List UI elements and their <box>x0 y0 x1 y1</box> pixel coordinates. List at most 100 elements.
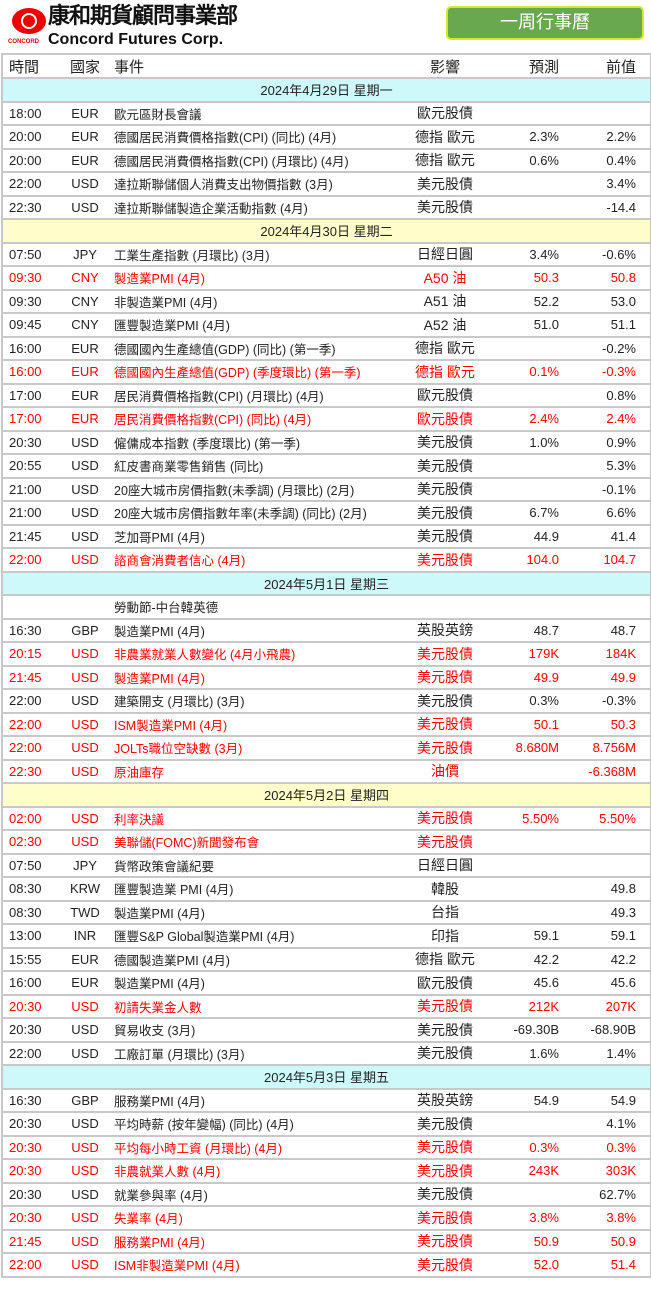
event-previous: -68.90B <box>573 1018 651 1043</box>
event-country: USD <box>60 1112 110 1137</box>
event-forecast: 48.7 <box>495 618 573 643</box>
col-header-previous: 前值 <box>573 54 651 79</box>
event-row: 02:00 USD 利率決議 美元股債 5.50% 5.50% <box>2 806 651 831</box>
event-row: 20:30 USD 平均時薪 (按年變幅) (同比) (4月) 美元股債 4.1% <box>2 1112 651 1137</box>
event-country: GBP <box>60 618 110 643</box>
event-previous: 0.9% <box>573 430 651 455</box>
event-country: EUR <box>60 148 110 173</box>
event-forecast <box>495 1112 573 1137</box>
event-country: EUR <box>60 125 110 150</box>
event-previous: -0.1% <box>573 477 651 502</box>
event-row: 22:30 USD 原油庫存 油價 -6.368M <box>2 759 651 784</box>
event-forecast: 212K <box>495 994 573 1019</box>
event-previous: 207K <box>573 994 651 1019</box>
event-previous: 0.4% <box>573 148 651 173</box>
event-impact: 日經日圓 <box>395 853 495 878</box>
event-row: 18:00 EUR 歐元區財長會議 歐元股債 <box>2 101 651 126</box>
event-country: USD <box>60 1206 110 1231</box>
event-forecast <box>495 853 573 878</box>
event-previous: -0.3% <box>573 360 651 385</box>
event-time: 20:00 <box>2 148 60 173</box>
event-previous: 4.1% <box>573 1112 651 1137</box>
event-forecast: 51.0 <box>495 313 573 338</box>
event-time: 21:00 <box>2 477 60 502</box>
event-event: 美聯儲(FOMC)新聞發布會 <box>110 830 395 855</box>
event-forecast: 50.9 <box>495 1229 573 1254</box>
event-row: 15:55 EUR 德國製造業PMI (4月) 德指 歐元 42.2 42.2 <box>2 947 651 972</box>
event-previous: 2.4% <box>573 407 651 432</box>
event-row: 16:00 EUR 德國國內生產總值(GDP) (季度環比) (第一季) 德指 歐元 0… <box>2 360 651 385</box>
event-row: 08:30 TWD 製造業PMI (4月) 台指 49.3 <box>2 900 651 925</box>
event-event: 服務業PMI (4月) <box>110 1088 395 1113</box>
event-country: USD <box>60 430 110 455</box>
event-previous: 50.8 <box>573 266 651 291</box>
event-forecast: 8.680M <box>495 736 573 761</box>
event-row: 22:00 USD 工廠訂單 (月環比) (3月) 美元股債 1.6% 1.4% <box>2 1041 651 1066</box>
event-impact: 英股英鎊 <box>395 1088 495 1113</box>
event-event: 工業生產指數 (月環比) (3月) <box>110 242 395 267</box>
event-time: 22:00 <box>2 1253 60 1278</box>
event-time: 15:55 <box>2 947 60 972</box>
event-forecast: 3.8% <box>495 1206 573 1231</box>
event-forecast: 50.3 <box>495 266 573 291</box>
event-row: 13:00 INR 匯豐S&P Global製造業PMI (4月) 印指 59.1 59.… <box>2 924 651 949</box>
event-impact: 印指 <box>395 924 495 949</box>
event-time: 21:45 <box>2 1229 60 1254</box>
event-time: 09:30 <box>2 289 60 314</box>
event-impact: 韓股 <box>395 877 495 902</box>
event-impact: 日經日圓 <box>395 242 495 267</box>
event-time: 09:45 <box>2 313 60 338</box>
event-country: USD <box>60 454 110 479</box>
event-row: 22:00 USD 諮商會消費者信心 (4月) 美元股債 104.0 104.7 <box>2 548 651 573</box>
event-forecast: 42.2 <box>495 947 573 972</box>
event-time: 16:00 <box>2 971 60 996</box>
event-row: 21:45 USD 製造業PMI (4月) 美元股債 49.9 49.9 <box>2 665 651 690</box>
event-time: 20:30 <box>2 1206 60 1231</box>
event-previous: 49.9 <box>573 665 651 690</box>
event-previous: 41.4 <box>573 524 651 549</box>
event-row: 16:30 GBP 製造業PMI (4月) 英股英鎊 48.7 48.7 <box>2 618 651 643</box>
event-event: 僱傭成本指數 (季度環比) (第一季) <box>110 430 395 455</box>
event-event: ISM製造業PMI (4月) <box>110 712 395 737</box>
event-time <box>2 595 60 620</box>
event-impact: 美元股債 <box>395 1018 495 1043</box>
event-previous: 8.756M <box>573 736 651 761</box>
event-time: 07:50 <box>2 242 60 267</box>
event-country: GBP <box>60 1088 110 1113</box>
event-country: INR <box>60 924 110 949</box>
event-forecast <box>495 477 573 502</box>
event-forecast <box>495 101 573 126</box>
event-event: 製造業PMI (4月) <box>110 900 395 925</box>
event-impact: 美元股債 <box>395 1182 495 1207</box>
event-row: 09:30 CNY 製造業PMI (4月) A50 油 50.3 50.8 <box>2 266 651 291</box>
col-header-event: 事件 <box>110 54 395 79</box>
event-row: 22:00 USD ISM製造業PMI (4月) 美元股債 50.1 50.3 <box>2 712 651 737</box>
event-forecast: 49.9 <box>495 665 573 690</box>
event-forecast <box>495 172 573 197</box>
header: CONCORD 康和期貨顧問事業部 Concord Futures Corp. … <box>0 0 651 52</box>
event-impact: 美元股債 <box>395 501 495 526</box>
event-row: 21:00 USD 20座大城市房價指數年率(未季調) (同比) (2月) 美元股債 6… <box>2 501 651 526</box>
event-impact: 美元股債 <box>395 454 495 479</box>
event-forecast <box>495 383 573 408</box>
event-country: USD <box>60 1159 110 1184</box>
event-time: 08:30 <box>2 900 60 925</box>
event-event: 居民消費價格指數(CPI) (同比) (4月) <box>110 407 395 432</box>
event-country: TWD <box>60 900 110 925</box>
event-event: 建築開支 (月環比) (3月) <box>110 689 395 714</box>
event-impact: 德指 歐元 <box>395 947 495 972</box>
event-forecast: -69.30B <box>495 1018 573 1043</box>
economic-calendar-table: 時間 國家 事件 影響 預測 前值 2024年4月29日 星期一 18:00 EUR… <box>1 53 651 1278</box>
event-previous: 49.3 <box>573 900 651 925</box>
event-forecast <box>495 877 573 902</box>
event-forecast: 1.6% <box>495 1041 573 1066</box>
event-country: USD <box>60 1135 110 1160</box>
event-time: 20:30 <box>2 1018 60 1043</box>
event-impact: 歐元股債 <box>395 407 495 432</box>
event-row: 16:00 EUR 製造業PMI (4月) 歐元股債 45.6 45.6 <box>2 971 651 996</box>
date-label: 2024年5月1日 星期三 <box>2 571 651 596</box>
event-row: 07:50 JPY 工業生產指數 (月環比) (3月) 日經日圓 3.4% -0.6% <box>2 242 651 267</box>
event-event: 德國國內生產總值(GDP) (季度環比) (第一季) <box>110 360 395 385</box>
event-country: USD <box>60 689 110 714</box>
